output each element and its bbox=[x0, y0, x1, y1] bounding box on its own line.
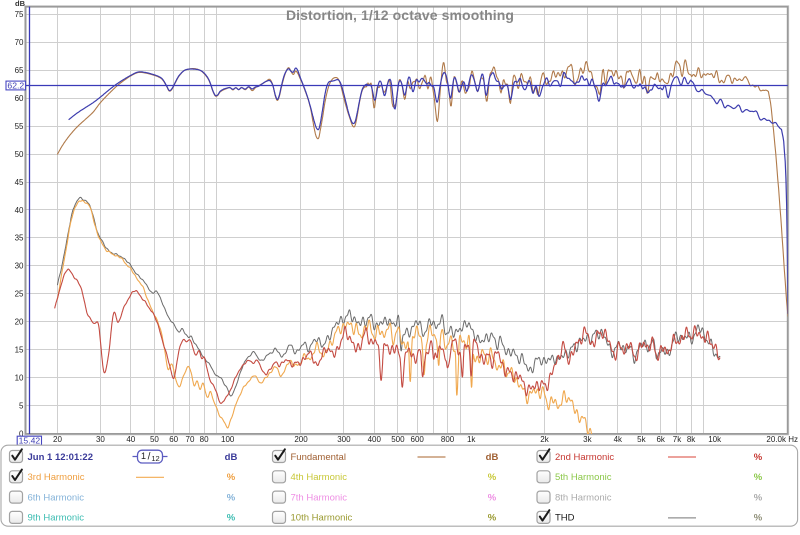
svg-text:50: 50 bbox=[150, 435, 159, 444]
svg-text:40: 40 bbox=[15, 206, 24, 215]
svg-text:800: 800 bbox=[441, 435, 455, 444]
svg-text:75: 75 bbox=[15, 10, 24, 19]
svg-text:65: 65 bbox=[15, 66, 24, 75]
svg-text:1k: 1k bbox=[467, 435, 476, 444]
svg-text:5th Harmonic: 5th Harmonic bbox=[555, 472, 612, 483]
svg-text:10k: 10k bbox=[708, 435, 722, 444]
svg-text:6th Harmonic: 6th Harmonic bbox=[28, 492, 85, 503]
svg-text:7k: 7k bbox=[673, 435, 682, 444]
svg-text:%: % bbox=[754, 513, 763, 524]
svg-text:1: 1 bbox=[141, 451, 146, 461]
svg-text:80: 80 bbox=[200, 435, 209, 444]
svg-text:45: 45 bbox=[15, 178, 24, 187]
svg-text:%: % bbox=[227, 513, 236, 524]
svg-text:15: 15 bbox=[15, 346, 24, 355]
svg-text:30: 30 bbox=[15, 262, 24, 271]
svg-text:%: % bbox=[488, 492, 497, 503]
svg-text:4th Harmonic: 4th Harmonic bbox=[291, 472, 348, 483]
svg-text:55: 55 bbox=[15, 122, 24, 131]
svg-text:62.2: 62.2 bbox=[7, 81, 24, 91]
svg-text:Fundamental: Fundamental bbox=[291, 452, 346, 463]
svg-text:10th Harmonic: 10th Harmonic bbox=[291, 513, 353, 524]
svg-text:4k: 4k bbox=[614, 435, 623, 444]
svg-text:%: % bbox=[227, 492, 236, 503]
svg-text:2nd Harmonic: 2nd Harmonic bbox=[555, 452, 614, 463]
svg-text:2k: 2k bbox=[540, 435, 549, 444]
svg-text:%: % bbox=[488, 513, 497, 524]
svg-text:%: % bbox=[754, 492, 763, 503]
svg-text:400: 400 bbox=[368, 435, 382, 444]
svg-text:10: 10 bbox=[15, 373, 24, 382]
svg-text:6k: 6k bbox=[656, 435, 665, 444]
svg-text:60: 60 bbox=[169, 435, 178, 444]
svg-text:500: 500 bbox=[391, 435, 405, 444]
svg-text:15.42: 15.42 bbox=[19, 436, 41, 446]
svg-text:100: 100 bbox=[221, 435, 235, 444]
svg-text:8k: 8k bbox=[687, 435, 696, 444]
svg-text:70: 70 bbox=[15, 38, 24, 47]
svg-text:5: 5 bbox=[19, 401, 24, 410]
svg-text:70: 70 bbox=[186, 435, 195, 444]
svg-text:50: 50 bbox=[15, 150, 24, 159]
svg-text:600: 600 bbox=[411, 435, 425, 444]
svg-text:30: 30 bbox=[96, 435, 105, 444]
svg-text:25: 25 bbox=[15, 290, 24, 299]
svg-text:7th Harmonic: 7th Harmonic bbox=[291, 492, 348, 503]
svg-text:200: 200 bbox=[294, 435, 308, 444]
svg-text:60: 60 bbox=[15, 94, 24, 103]
svg-text:20: 20 bbox=[15, 318, 24, 327]
svg-text:9th Harmonic: 9th Harmonic bbox=[28, 513, 85, 524]
svg-text:300: 300 bbox=[337, 435, 351, 444]
svg-text:THD: THD bbox=[555, 513, 575, 524]
svg-text:dB: dB bbox=[15, 0, 26, 8]
svg-text:40: 40 bbox=[126, 435, 135, 444]
svg-text:Distortion, 1/12 octave smooth: Distortion, 1/12 octave smoothing bbox=[286, 7, 514, 23]
svg-text:20.0k Hz: 20.0k Hz bbox=[766, 435, 798, 444]
svg-text:3k: 3k bbox=[583, 435, 592, 444]
svg-text:Jun 1 12:01:22: Jun 1 12:01:22 bbox=[28, 452, 93, 463]
svg-text:0: 0 bbox=[19, 429, 24, 438]
svg-text:%: % bbox=[754, 472, 763, 483]
svg-text:20: 20 bbox=[53, 435, 62, 444]
svg-text:8th Harmonic: 8th Harmonic bbox=[555, 492, 612, 503]
svg-text:dB: dB bbox=[225, 452, 238, 463]
svg-text:35: 35 bbox=[15, 234, 24, 243]
svg-text:12: 12 bbox=[151, 454, 159, 463]
svg-text:%: % bbox=[488, 472, 497, 483]
svg-text:3rd Harmonic: 3rd Harmonic bbox=[28, 472, 85, 483]
svg-text:5k: 5k bbox=[637, 435, 646, 444]
svg-text:dB: dB bbox=[486, 452, 499, 463]
svg-text:/: / bbox=[148, 452, 151, 463]
svg-text:%: % bbox=[754, 452, 763, 463]
svg-text:%: % bbox=[227, 472, 236, 483]
